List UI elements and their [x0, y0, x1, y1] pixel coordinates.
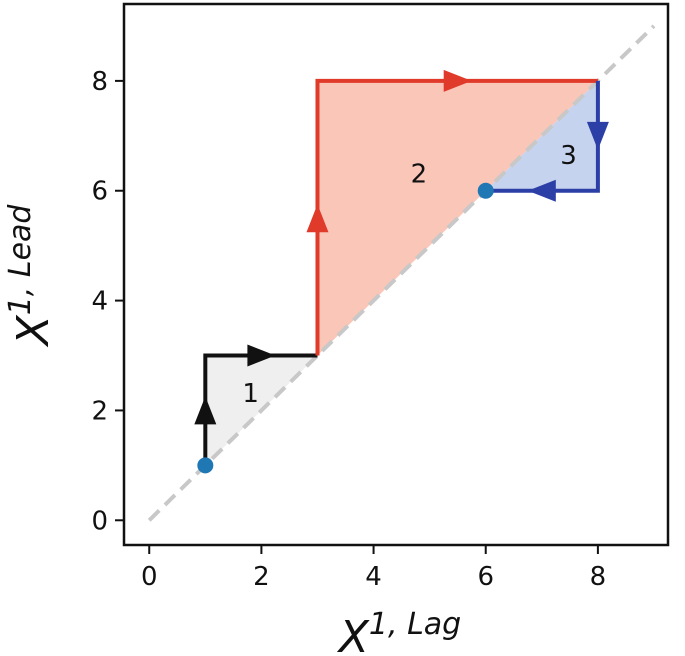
- x-tick-label: 8: [590, 562, 607, 592]
- x-tick-label: 4: [365, 562, 382, 592]
- y-label-base: X: [8, 314, 59, 347]
- arrow: [247, 344, 276, 367]
- region-label: 2: [411, 159, 428, 189]
- x-label-base: X: [337, 612, 370, 656]
- arrow: [527, 179, 556, 202]
- point: [477, 182, 494, 199]
- arrow: [306, 204, 329, 233]
- plot-frame: [122, 2, 670, 547]
- x-label-sup: 1, Lag: [369, 607, 461, 642]
- arrow: [443, 69, 472, 92]
- y-tick-label: 6: [91, 177, 108, 207]
- y-tick-label: 8: [91, 67, 108, 97]
- y-tick-label: 4: [91, 287, 108, 317]
- arrow: [194, 396, 217, 425]
- y-tick-label: 2: [91, 396, 108, 426]
- x-axis-label: X1, Lag: [337, 607, 461, 656]
- path-line: [315, 78, 598, 356]
- x-tick-label: 6: [477, 562, 494, 592]
- point: [197, 457, 214, 474]
- path-line: [203, 353, 318, 466]
- path-line: [485, 80, 600, 193]
- diagonal-line: [147, 24, 656, 522]
- x-tick-label: 0: [141, 562, 158, 592]
- arrow: [586, 121, 609, 150]
- region-label: 3: [560, 141, 577, 171]
- region-fill: [485, 80, 598, 191]
- region-label: 1: [242, 379, 259, 409]
- y-axis-label: X1, Lead: [3, 204, 59, 348]
- y-tick-label: 0: [91, 506, 108, 536]
- y-label-sup: 1, Lead: [3, 204, 38, 316]
- x-tick-label: 2: [253, 562, 270, 592]
